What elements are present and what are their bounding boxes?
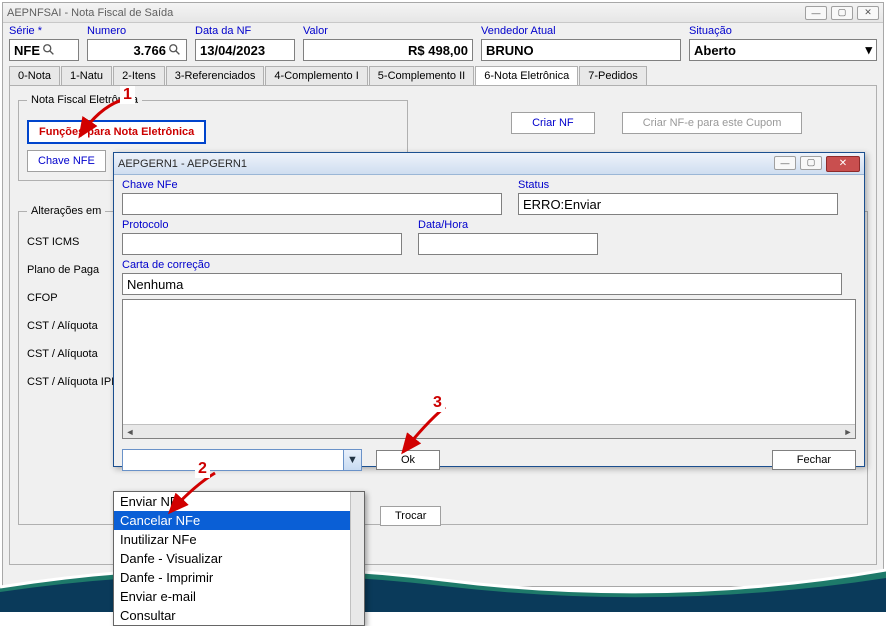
dialog-title: AEPGERN1 - AEPGERN1 bbox=[118, 158, 774, 170]
tab-0[interactable]: 0-Nota bbox=[9, 66, 60, 86]
datahora-field bbox=[418, 233, 598, 255]
status-label: Status bbox=[518, 179, 838, 191]
fechar-button[interactable]: Fechar bbox=[772, 450, 856, 470]
vendedor-input[interactable]: BRUNO bbox=[481, 39, 681, 61]
arrow-3-icon bbox=[395, 404, 455, 459]
numero-value: 3.766 bbox=[133, 43, 166, 58]
situacao-value: Aberto bbox=[694, 43, 736, 58]
criar-nfe-cupom-button: Criar NF-e para este Cupom bbox=[622, 112, 803, 134]
dialog-window-buttons: — ▢ ✕ bbox=[774, 156, 860, 172]
tab-strip: 0-Nota1-Natu2-Itens3-Referenciados4-Comp… bbox=[3, 61, 883, 85]
action-dropdown-list[interactable]: Enviar NFeCancelar NFeInutilizar NFeDanf… bbox=[113, 491, 365, 626]
horizontal-scrollbar[interactable]: ◄ ► bbox=[123, 424, 855, 438]
serie-input[interactable]: NFE bbox=[9, 39, 79, 61]
valor-input: R$ 498,00 bbox=[303, 39, 473, 61]
trocar-small-wrap: Trocar bbox=[380, 506, 441, 526]
dropdown-option[interactable]: Cancelar NFe bbox=[114, 511, 364, 530]
valor-label: Valor bbox=[303, 25, 473, 37]
dialog-minimize-button[interactable]: — bbox=[774, 156, 796, 170]
close-button[interactable]: ✕ bbox=[857, 6, 879, 20]
lookup-icon[interactable] bbox=[168, 43, 182, 57]
serie-value: NFE bbox=[14, 43, 40, 58]
dialog-button-row: ▼ Ok Fechar bbox=[122, 449, 856, 471]
dropdown-option[interactable]: Enviar NFe bbox=[114, 492, 364, 511]
dialog-textarea[interactable]: ◄ ► bbox=[122, 299, 856, 439]
datahora-label: Data/Hora bbox=[418, 219, 598, 231]
tab-5[interactable]: 5-Complemento II bbox=[369, 66, 474, 86]
window-buttons: — ▢ ✕ bbox=[805, 6, 879, 20]
nfe-right-buttons: Criar NF Criar NF-e para este Cupom bbox=[511, 112, 802, 134]
chave-field[interactable] bbox=[122, 193, 502, 215]
status-value: ERRO:Enviar bbox=[523, 197, 601, 212]
header-row: Série NFE Numero 3.766 Data da NF 13/04/… bbox=[3, 23, 883, 61]
lookup-icon[interactable] bbox=[42, 43, 56, 57]
action-combobox[interactable]: ▼ bbox=[122, 449, 362, 471]
tab-6[interactable]: 6-Nota Eletrônica bbox=[475, 66, 578, 86]
annotation-2: 2 bbox=[195, 460, 210, 478]
carta-field[interactable]: Nenhuma bbox=[122, 273, 842, 295]
dropdown-option[interactable]: Danfe - Visualizar bbox=[114, 549, 364, 568]
serie-label: Série bbox=[9, 25, 79, 37]
dropdown-option[interactable]: Inutilizar NFe bbox=[114, 530, 364, 549]
dialog-maximize-button[interactable]: ▢ bbox=[800, 156, 822, 170]
tab-7[interactable]: 7-Pedidos bbox=[579, 66, 647, 86]
tab-1[interactable]: 1-Natu bbox=[61, 66, 112, 86]
criar-nf-button[interactable]: Criar NF bbox=[511, 112, 595, 134]
annotation-1: 1 bbox=[120, 86, 135, 104]
carta-label: Carta de correção bbox=[122, 259, 842, 271]
data-input[interactable]: 13/04/2023 bbox=[195, 39, 295, 61]
tab-3[interactable]: 3-Referenciados bbox=[166, 66, 265, 86]
dialog-close-button[interactable]: ✕ bbox=[826, 156, 860, 172]
numero-label: Numero bbox=[87, 25, 187, 37]
main-title: AEPNFSAI - Nota Fiscal de Saída bbox=[7, 7, 805, 19]
dropdown-option[interactable]: Danfe - Imprimir bbox=[114, 568, 364, 587]
situacao-label: Situação bbox=[689, 25, 877, 37]
vendedor-value: BRUNO bbox=[486, 43, 534, 58]
maximize-button[interactable]: ▢ bbox=[831, 6, 853, 20]
minimize-button[interactable]: — bbox=[805, 6, 827, 20]
dropdown-scrollbar[interactable] bbox=[350, 492, 364, 625]
combobox-drop-icon[interactable]: ▼ bbox=[343, 450, 361, 470]
valor-value: R$ 498,00 bbox=[408, 43, 468, 58]
chave-label: Chave NFe bbox=[122, 179, 502, 191]
scroll-right-icon[interactable]: ► bbox=[841, 427, 855, 437]
chave-nfe-button[interactable]: Chave NFE bbox=[27, 150, 106, 172]
carta-value: Nenhuma bbox=[127, 277, 183, 292]
situacao-select[interactable]: Aberto ▾ bbox=[689, 39, 877, 61]
numero-input[interactable]: 3.766 bbox=[87, 39, 187, 61]
vendedor-label: Vendedor Atual bbox=[481, 25, 681, 37]
tab-2[interactable]: 2-Itens bbox=[113, 66, 165, 86]
data-value: 13/04/2023 bbox=[200, 43, 265, 58]
chevron-down-icon: ▾ bbox=[865, 42, 872, 58]
dialog-body: Chave NFe Status ERRO:Enviar Protocolo D… bbox=[114, 175, 864, 475]
protocolo-field bbox=[122, 233, 402, 255]
trocar-small-button[interactable]: Trocar bbox=[380, 506, 441, 526]
status-field: ERRO:Enviar bbox=[518, 193, 838, 215]
main-titlebar: AEPNFSAI - Nota Fiscal de Saída — ▢ ✕ bbox=[3, 3, 883, 23]
protocolo-label: Protocolo bbox=[122, 219, 402, 231]
dropdown-option[interactable]: Enviar e-mail bbox=[114, 587, 364, 606]
dialog-titlebar: AEPGERN1 - AEPGERN1 — ▢ ✕ bbox=[114, 153, 864, 175]
data-label: Data da NF bbox=[195, 25, 295, 37]
dropdown-option[interactable]: Consultar bbox=[114, 606, 364, 625]
alteracoes-legend: Alterações em bbox=[27, 205, 105, 217]
annotation-3: 3 bbox=[430, 394, 445, 412]
scroll-left-icon[interactable]: ◄ bbox=[123, 427, 137, 437]
tab-4[interactable]: 4-Complemento I bbox=[265, 66, 367, 86]
aepgern1-dialog: AEPGERN1 - AEPGERN1 — ▢ ✕ Chave NFe Stat… bbox=[113, 152, 865, 467]
